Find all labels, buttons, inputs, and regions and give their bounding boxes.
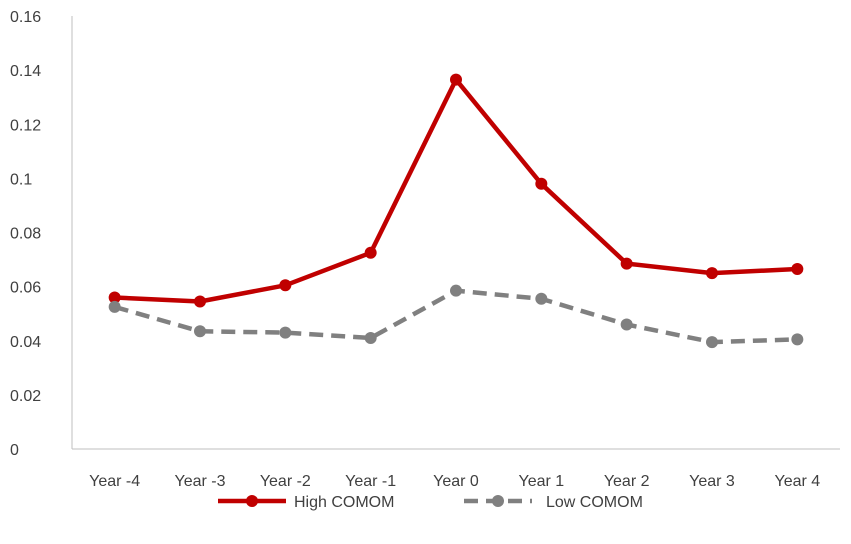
data-point-high	[364, 246, 377, 259]
y-axis-tick-labels: 0 0.02 0.04 0.06 0.08 0.1 0.12 0.14 0.16	[10, 9, 41, 459]
data-point-low	[108, 300, 121, 313]
data-point-high	[108, 291, 121, 304]
data-point-high	[535, 177, 548, 190]
y-tick-label: 0.12	[10, 117, 41, 134]
x-axis-tick-labels: Year -4 Year -3 Year -2 Year -1 Year 0 Year 1…	[89, 473, 820, 490]
series-layer	[108, 73, 804, 349]
y-tick-label: 0.02	[10, 388, 41, 405]
x-tick-label: Year -2	[260, 473, 311, 490]
x-tick-label: Year -4	[89, 473, 140, 490]
legend-swatch-marker-low	[492, 495, 504, 507]
data-point-low	[364, 332, 377, 345]
data-point-low	[194, 325, 206, 338]
legend-label-low: Low COMOM	[546, 494, 643, 511]
y-tick-label: 0.14	[10, 63, 41, 80]
x-tick-label: Year 1	[518, 473, 564, 490]
y-tick-label: 0.16	[10, 9, 41, 26]
data-point-high	[450, 73, 462, 86]
plot-area	[71, 16, 840, 450]
data-point-high	[620, 257, 633, 270]
data-point-low	[535, 292, 548, 305]
x-tick-label: Year 2	[604, 473, 650, 490]
legend: High COMOM Low COMOM	[218, 494, 643, 511]
x-tick-label: Year -3	[175, 473, 226, 490]
legend-label-high: High COMOM	[294, 494, 394, 511]
x-tick-label: Year 3	[689, 473, 735, 490]
data-point-low	[620, 318, 633, 331]
data-point-high	[194, 295, 206, 308]
data-point-high	[279, 279, 292, 292]
x-tick-label: Year 0	[433, 473, 479, 490]
legend-item-high: High COMOM	[218, 494, 394, 511]
legend-item-low: Low COMOM	[464, 494, 643, 511]
data-point-low	[279, 326, 292, 339]
y-tick-label: 0.1	[10, 171, 32, 188]
data-point-low	[791, 333, 804, 346]
data-point-high	[791, 263, 804, 276]
y-tick-label: 0.06	[10, 280, 41, 297]
data-point-high	[706, 267, 718, 280]
y-tick-label: 0.04	[10, 334, 41, 351]
x-tick-label: Year 4	[774, 473, 820, 490]
data-point-low	[450, 284, 462, 297]
series-line-high	[114, 77, 798, 304]
legend-swatch-marker-high	[246, 495, 258, 507]
x-tick-label: Year -1	[345, 473, 396, 490]
data-point-low	[706, 336, 718, 349]
y-tick-label: 0	[10, 442, 19, 459]
y-tick-label: 0.08	[10, 226, 41, 243]
